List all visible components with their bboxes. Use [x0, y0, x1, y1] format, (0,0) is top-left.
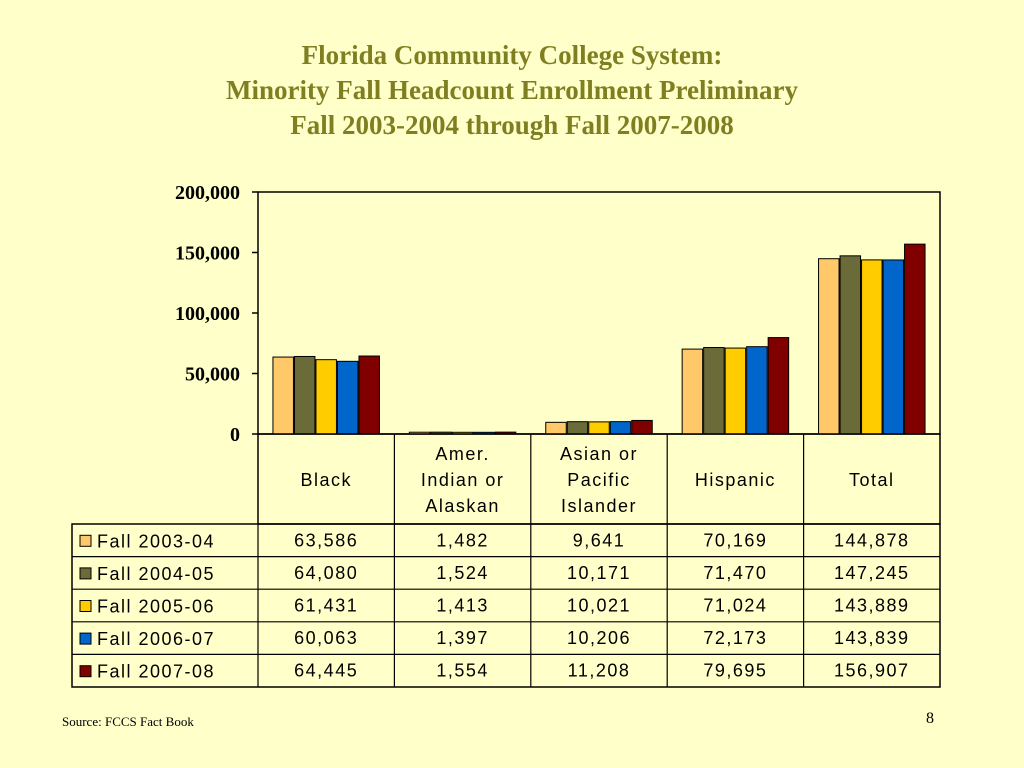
bar	[609, 421, 632, 435]
data-label: 71,470	[703, 563, 767, 583]
bar	[588, 421, 610, 435]
y-tick-label: 0	[230, 424, 240, 446]
bar	[293, 355, 316, 435]
data-label: 1,554	[436, 661, 489, 681]
legend-label: Fall 2006-07	[97, 629, 215, 649]
data-label: 72,173	[703, 628, 767, 648]
data-label: 60,063	[294, 628, 358, 648]
data-label: 9,641	[573, 530, 626, 550]
data-label: 156,907	[834, 661, 910, 681]
legend-label: Fall 2005-06	[97, 597, 215, 617]
legend-label: Fall 2004-05	[97, 564, 215, 584]
category-label: Black	[300, 470, 352, 490]
data-label: 10,206	[567, 628, 631, 648]
data-label: 1,482	[436, 530, 489, 550]
page-number: 8	[926, 710, 934, 727]
legend-key	[79, 534, 92, 547]
data-label: 61,431	[294, 596, 358, 616]
data-label: 64,080	[294, 563, 358, 583]
category-label: Amer.	[435, 444, 490, 464]
legend-key	[79, 632, 92, 645]
bar	[631, 419, 653, 435]
data-label: 1,524	[436, 563, 489, 583]
legend-label: Fall 2003-04	[97, 531, 215, 551]
legend-key	[79, 600, 92, 612]
y-tick-label: 50,000	[185, 364, 240, 386]
data-label: 10,171	[567, 563, 631, 583]
bar	[545, 421, 567, 435]
bar	[882, 259, 905, 435]
category-label: Indian or	[421, 470, 505, 490]
source-note: Source: FCCS Fact Book	[62, 714, 194, 729]
category-label: Total	[849, 470, 895, 490]
data-label: 147,245	[834, 563, 910, 583]
legend-key	[79, 567, 92, 580]
bar	[358, 355, 380, 435]
category-label: Islander	[561, 496, 637, 516]
category-label: Alaskan	[425, 496, 500, 516]
chart-title: Florida Community College System: Minori…	[0, 38, 1024, 143]
data-label: 79,695	[703, 661, 767, 681]
y-tick-label: 150,000	[175, 243, 240, 265]
data-label: 143,889	[834, 596, 910, 616]
data-label: 71,024	[703, 596, 767, 616]
bar	[904, 243, 926, 435]
y-tick-label: 100,000	[175, 303, 240, 325]
category-label: Hispanic	[695, 470, 776, 490]
data-label: 143,839	[834, 628, 910, 648]
data-label: 1,413	[436, 596, 489, 616]
data-label: 144,878	[834, 530, 910, 550]
legend-label: Fall 2007-08	[97, 662, 215, 682]
data-label: 64,445	[294, 661, 358, 681]
title-line-3: Fall 2003-2004 through Fall 2007-2008	[290, 110, 734, 140]
data-table-frame	[71, 523, 941, 688]
data-label: 10,021	[567, 596, 631, 616]
title-line-1: Florida Community College System:	[301, 40, 723, 70]
data-label: 1,397	[436, 628, 489, 648]
bar	[861, 259, 883, 435]
bar	[724, 347, 747, 435]
data-label: 11,208	[568, 661, 631, 681]
bar	[566, 421, 589, 435]
bar	[746, 346, 768, 435]
bar	[315, 359, 337, 435]
y-tick-label: 200,000	[175, 182, 240, 204]
legend-key	[79, 665, 92, 678]
category-label: Pacific	[567, 470, 631, 490]
category-label: Asian or	[560, 444, 638, 464]
bar	[336, 360, 359, 435]
data-label: 63,586	[294, 530, 358, 550]
bar	[767, 337, 790, 435]
bar	[681, 348, 704, 435]
bar	[839, 255, 862, 435]
bar	[703, 347, 725, 435]
bar	[818, 258, 840, 435]
data-label: 70,169	[703, 530, 767, 550]
bar	[272, 356, 294, 435]
title-line-2: Minority Fall Headcount Enrollment Preli…	[226, 75, 798, 105]
